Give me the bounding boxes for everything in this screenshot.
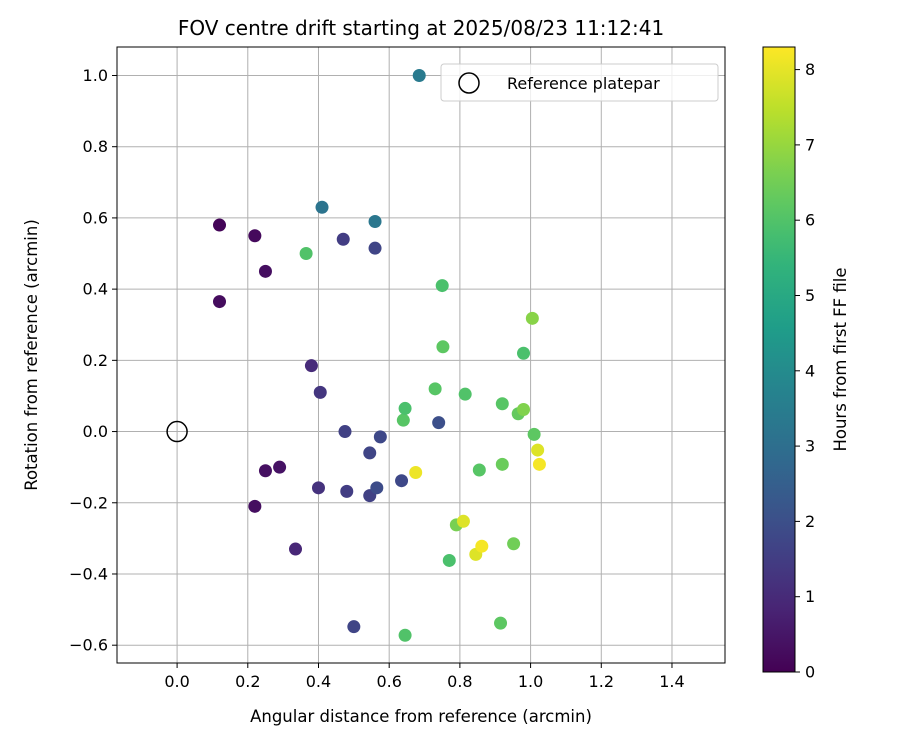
y-axis-label: Rotation from reference (arcmin) [22,219,41,491]
colorbar-tick-label: 1 [805,587,815,606]
x-axis-label: Angular distance from reference (arcmin) [250,707,592,726]
x-tick-label: 0.0 [164,672,189,691]
data-point [412,68,426,82]
data-point [213,295,227,309]
data-point [475,539,489,553]
data-point [273,460,287,474]
reference-point-marker [166,420,188,443]
chart-title: FOV centre drift starting at 2025/08/23 … [178,16,664,40]
data-point [517,402,531,416]
data-point [531,443,545,457]
data-point [435,279,449,293]
y-tick-label: 0.6 [83,208,108,227]
colorbar-tick-label: 2 [805,512,815,531]
y-tick-label: 1.0 [83,66,108,85]
data-point [338,425,352,439]
data-point [336,232,350,246]
data-point [396,413,410,427]
colorbar-ticks: 0 1 2 3 4 5 6 7 8 [795,60,815,682]
data-point [517,346,531,360]
data-point [368,214,382,228]
y-tick-label: −0.2 [69,493,108,512]
data-point [436,340,450,354]
data-point [304,359,318,373]
data-point [495,397,509,411]
grid-lines [117,47,725,663]
data-point [409,466,423,480]
y-tick-label: 0.0 [83,422,108,441]
y-tick-label: 0.8 [83,137,108,156]
data-point [398,401,412,415]
data-point [495,457,509,471]
data-point [507,537,521,551]
data-point [472,463,486,477]
data-point [525,311,539,325]
x-tick-label: 0.2 [235,672,260,691]
data-point [395,474,409,488]
data-point [432,416,446,430]
data-point [494,616,508,630]
data-point [368,241,382,255]
colorbar-tick-label: 0 [805,663,815,682]
data-point [532,457,546,471]
data-point [315,200,329,214]
data-point [527,427,541,441]
colorbar-gradient [762,46,796,673]
x-tick-label: 1.2 [589,672,614,691]
y-tick-label: −0.6 [69,636,108,655]
data-point [347,620,361,634]
data-point [258,464,272,478]
y-tick-label: 0.4 [83,280,108,299]
data-point [340,484,354,498]
colorbar-tick-label: 7 [805,135,815,154]
x-tick-label: 1.0 [518,672,543,691]
data-point [458,387,472,401]
data-point [213,218,227,232]
data-point [299,247,313,261]
colorbar-tick-label: 6 [805,211,815,230]
data-point [398,628,412,642]
data-point [373,430,387,444]
data-point [248,499,262,513]
colorbar-tick-label: 3 [805,437,815,456]
data-point [248,229,262,243]
data-point [442,553,456,567]
data-point [370,481,384,495]
x-axis-ticks: 0.0 0.2 0.4 0.6 0.8 1.0 1.2 1.4 [164,663,685,691]
legend: Reference platepar [440,63,719,102]
data-point [428,382,442,396]
legend-reference-label: Reference platepar [507,74,660,93]
data-points [166,68,546,642]
colorbar-tick-label: 5 [805,286,815,305]
y-tick-label: 0.2 [83,351,108,370]
y-axis-ticks: −0.6 −0.4 −0.2 0.0 0.2 0.4 0.6 0.8 1.0 [69,66,117,655]
data-point [456,514,470,528]
x-tick-label: 0.6 [376,672,401,691]
data-point [289,542,303,556]
legend-box [440,63,719,102]
data-point [363,446,377,460]
colorbar-tick-label: 8 [805,60,815,79]
colorbar-label: Hours from first FF file [831,267,850,451]
legend-reference-marker [458,72,480,94]
x-tick-label: 1.4 [659,672,684,691]
data-point [313,385,327,399]
x-tick-label: 0.4 [306,672,331,691]
data-point [258,264,272,278]
plot-area-frame [116,46,726,664]
colorbar: 0 1 2 3 4 5 6 7 8 Hours from first FF file [762,46,850,682]
data-point [311,481,325,495]
x-tick-label: 0.8 [447,672,472,691]
y-tick-label: −0.4 [69,564,108,583]
colorbar-tick-label: 4 [805,361,815,380]
